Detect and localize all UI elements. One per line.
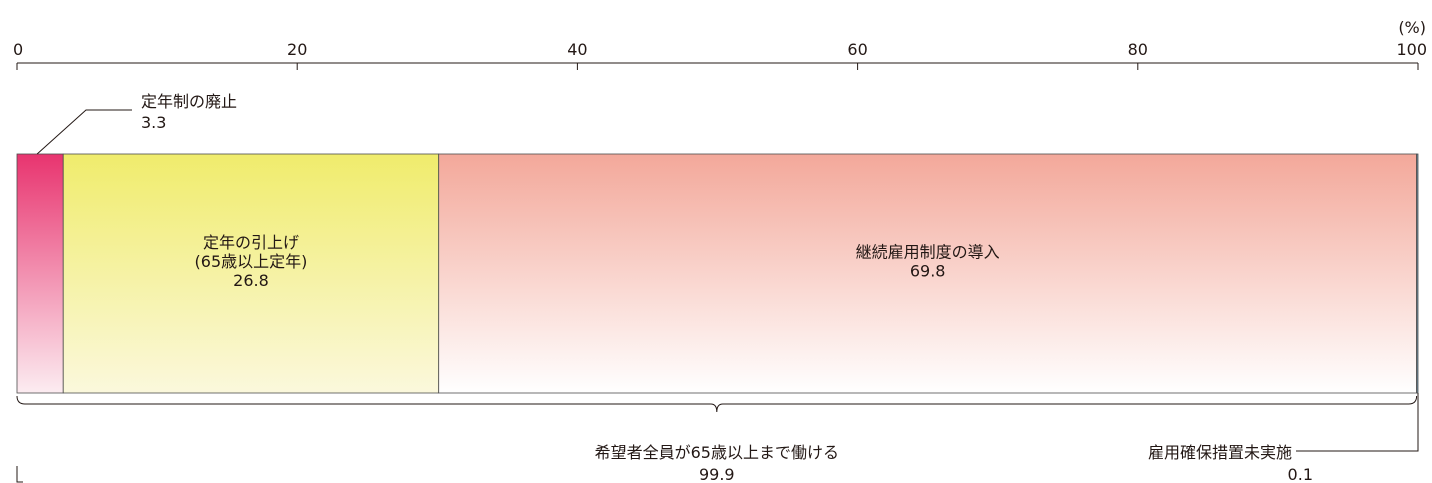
x-tick-label: 80 (1128, 40, 1148, 59)
x-tick-label: 0 (13, 40, 23, 59)
segment-name-label: 継続雇用制度の導入 (856, 243, 1000, 262)
corner-mark (16, 466, 23, 483)
segment-name-label: 定年制の廃止 (141, 92, 237, 111)
bar-segment-abolish (16, 153, 64, 394)
segment-value-label: 0.1 (1288, 465, 1313, 483)
unit-label: (%) (1398, 18, 1426, 37)
segment-name-label: (65歳以上定年) (195, 252, 308, 271)
x-axis: 0 20 40 60 80 100 (%) (13, 18, 1427, 70)
bar-segment-continue (438, 153, 1417, 394)
x-tick-label: 100 (1396, 40, 1427, 59)
x-tick-label: 40 (567, 40, 587, 59)
segment-value-label: 69.8 (910, 262, 946, 281)
segment-value-label: 3.3 (141, 113, 166, 132)
x-tick-label: 60 (847, 40, 867, 59)
segment-name-label: 雇用確保措置未実施 (1148, 443, 1292, 462)
bracket (16, 395, 1418, 413)
bar-segment-none (1416, 153, 1419, 394)
x-tick-label: 20 (287, 40, 307, 59)
bracket-value-label: 99.9 (699, 465, 735, 483)
segment-name-label: 定年の引上げ (203, 233, 299, 252)
callout-line (1296, 393, 1419, 452)
stacked-bar (16, 153, 1419, 394)
callout-line (36, 109, 132, 155)
bar-segment-raise (62, 153, 440, 394)
segment-value-label: 26.8 (233, 271, 269, 290)
bracket-label: 希望者全員が65歳以上まで働ける (595, 443, 839, 462)
